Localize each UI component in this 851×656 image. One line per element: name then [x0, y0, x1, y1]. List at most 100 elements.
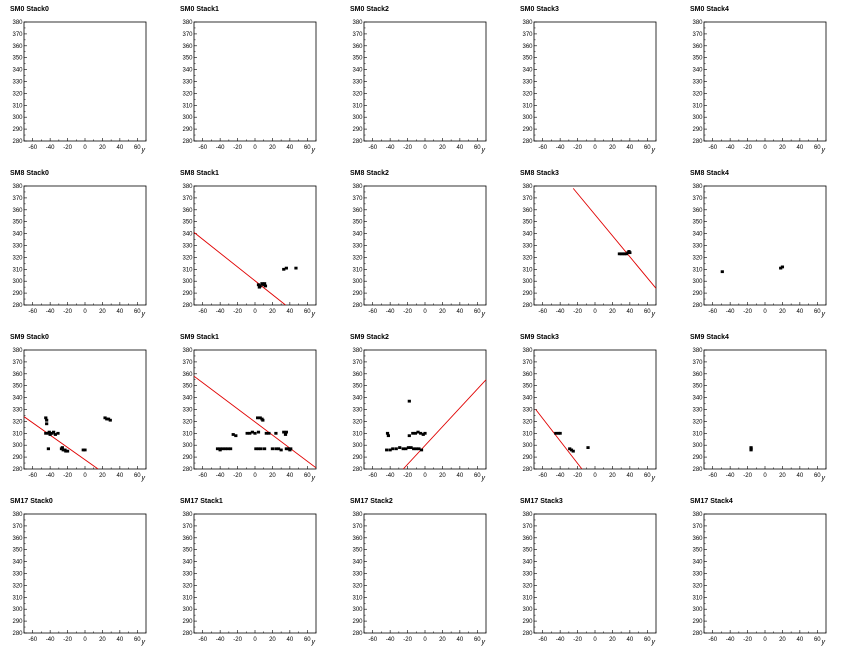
x-tick-label: 0	[83, 637, 87, 643]
y-tick-label: 360	[692, 536, 703, 542]
panel: SM8 Stack2 280 290 300 310 320 330 340 350 360 370…	[350, 170, 487, 318]
y-tick-label: 310	[352, 103, 363, 109]
panel-title: SM0 Stack0	[10, 6, 49, 13]
hit-point	[419, 448, 424, 452]
panel-title: SM0 Stack4	[690, 6, 729, 13]
y-tick-label: 280	[182, 631, 193, 637]
y-tick-label: 310	[182, 595, 193, 601]
hit-point	[720, 270, 724, 274]
hit-point	[267, 431, 271, 435]
x-tick-label: 20	[609, 309, 616, 315]
x-tick-label: 0	[83, 309, 87, 315]
panel: SM9 Stack1 280 290 300 310 320 330 340 350 360 370…	[180, 334, 317, 482]
x-tick-label: -40	[46, 473, 55, 479]
hit-point	[279, 448, 283, 452]
y-tick-label: 320	[692, 91, 703, 97]
y-tick-label: 320	[182, 419, 193, 425]
x-tick-label: 0	[253, 145, 257, 151]
x-tick-label: 40	[627, 473, 634, 479]
y-tick-label: 360	[12, 208, 23, 214]
x-tick-label: 60	[474, 637, 481, 643]
hit-point	[270, 447, 275, 451]
x-axis-label: y	[821, 311, 826, 318]
y-tick-label: 290	[12, 455, 23, 461]
y-tick-label: 330	[352, 80, 363, 86]
y-tick-label: 380	[352, 184, 363, 190]
plot-frame	[363, 513, 487, 634]
x-tick-label: 60	[304, 473, 311, 479]
y-tick-label: 340	[522, 396, 533, 402]
y-tick-label: 340	[692, 560, 703, 566]
x-tick-label: -40	[556, 473, 565, 479]
hit-point	[386, 434, 390, 438]
x-tick-label: 20	[439, 145, 446, 151]
y-tick-label: 370	[182, 196, 193, 202]
hit-point	[256, 283, 261, 287]
hit-point	[617, 252, 621, 256]
y-tick-label: 320	[12, 583, 23, 589]
y-tick-label: 300	[182, 443, 193, 449]
y-tick-label: 280	[692, 303, 703, 309]
y-tick-label: 330	[12, 572, 23, 578]
y-tick-label: 380	[692, 184, 703, 190]
plot-frame	[703, 513, 827, 634]
x-tick-label: -20	[233, 637, 242, 643]
x-axis-label: y	[651, 311, 656, 318]
x-tick-label: -20	[233, 145, 242, 151]
panel-title: SM0 Stack3	[520, 6, 559, 13]
panel-title: SM8 Stack3	[520, 170, 559, 177]
y-tick-label: 380	[692, 512, 703, 518]
plot-frame	[23, 185, 147, 306]
hit-point	[256, 430, 261, 434]
y-tick-label: 340	[352, 560, 363, 566]
x-axis-label: y	[651, 639, 656, 646]
x-axis-label: y	[481, 475, 486, 482]
y-tick-label: 300	[12, 279, 23, 285]
x-tick-label: 20	[609, 473, 616, 479]
y-tick-label: 370	[352, 524, 363, 530]
x-tick-label: -40	[46, 309, 55, 315]
hit-point	[223, 447, 227, 451]
x-tick-label: 40	[287, 145, 294, 151]
hit-point	[215, 447, 220, 451]
y-tick-label: 370	[692, 32, 703, 38]
y-tick-label: 280	[352, 467, 363, 473]
y-tick-label: 380	[182, 20, 193, 26]
y-tick-label: 280	[12, 139, 23, 145]
hit-point	[586, 446, 590, 449]
hit-point	[231, 433, 235, 436]
y-tick-label: 360	[12, 44, 23, 50]
x-tick-label: 40	[117, 637, 124, 643]
hit-point	[248, 431, 252, 435]
x-tick-label: 40	[797, 145, 804, 151]
hit-point	[45, 422, 49, 426]
x-tick-label: -40	[386, 309, 395, 315]
fit-line	[402, 379, 486, 469]
x-tick-label: 0	[253, 637, 257, 643]
y-tick-label: 380	[352, 20, 363, 26]
hit-point	[571, 449, 575, 453]
x-tick-label: 20	[269, 637, 276, 643]
y-tick-label: 310	[12, 267, 23, 273]
x-tick-label: 40	[457, 473, 464, 479]
y-tick-label: 350	[692, 548, 703, 554]
panel: SM0 Stack2 280 290 300 310 320 330 340 350 360 370…	[350, 6, 487, 154]
y-tick-label: 280	[182, 303, 193, 309]
x-tick-label: 60	[304, 637, 311, 643]
y-tick-label: 380	[182, 184, 193, 190]
y-tick-label: 310	[12, 595, 23, 601]
y-tick-label: 280	[182, 467, 193, 473]
y-tick-label: 370	[12, 32, 23, 38]
y-tick-label: 320	[522, 583, 533, 589]
hit-point	[394, 447, 398, 451]
hit-point	[61, 448, 65, 452]
x-tick-label: -20	[63, 637, 72, 643]
y-tick-label: 370	[352, 360, 363, 366]
y-tick-label: 300	[182, 115, 193, 121]
x-tick-label: -40	[556, 637, 565, 643]
hit-point	[407, 399, 411, 403]
y-tick-label: 340	[522, 68, 533, 74]
y-tick-label: 380	[352, 512, 363, 518]
x-tick-label: -60	[708, 145, 717, 151]
panel-title: SM9 Stack3	[520, 334, 559, 341]
